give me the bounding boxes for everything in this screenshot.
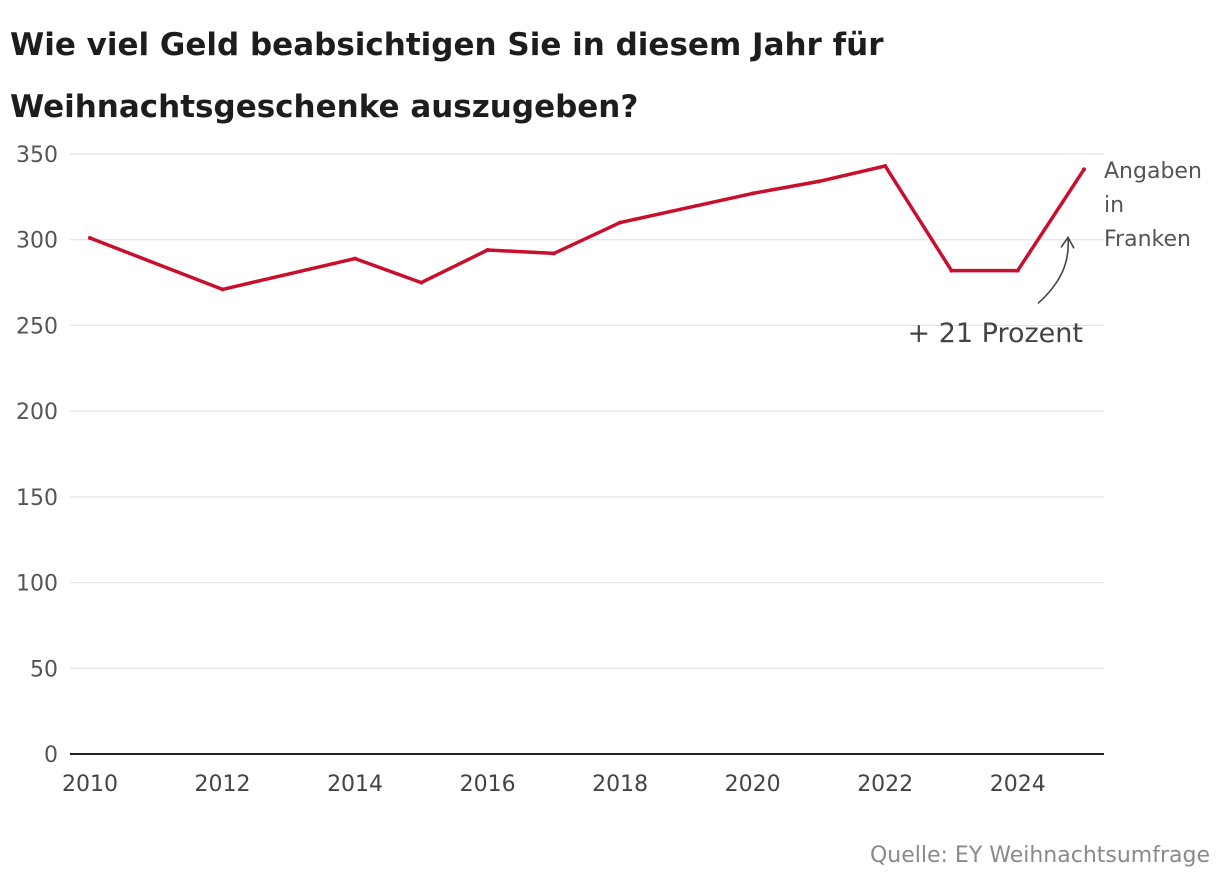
y-tick-label: 200 — [16, 400, 58, 425]
data-point — [88, 236, 92, 240]
unit-label-line: Angaben — [1104, 159, 1202, 184]
data-points — [88, 164, 1086, 292]
data-point — [220, 287, 225, 292]
chart-title: Wie viel Geld beabsichtigen Sie in diese… — [10, 27, 884, 125]
y-tick-label: 150 — [16, 486, 58, 511]
unit-label-line: Franken — [1104, 227, 1191, 252]
y-tick-label: 250 — [16, 314, 58, 339]
data-point — [949, 268, 954, 273]
data-point — [618, 220, 623, 225]
data-point — [419, 280, 424, 285]
data-point — [816, 179, 821, 184]
x-tick-label: 2016 — [460, 772, 516, 797]
y-axis-ticks: 0 50 100 150 200 250 300 350 — [16, 143, 58, 768]
data-point — [1082, 167, 1086, 172]
x-axis-ticks: 2010 2012 2014 2016 2018 2020 2022 2024 — [62, 772, 1046, 797]
annotation-label: + 21 Prozent — [908, 318, 1083, 349]
data-point — [485, 248, 490, 252]
y-tick-label: 100 — [16, 572, 58, 597]
data-point — [551, 251, 556, 256]
annotation-arrow — [1037, 235, 1075, 305]
source-note: Quelle: EY Weihnachtsumfrage — [869, 843, 1210, 868]
x-tick-label: 2010 — [62, 772, 118, 797]
data-point — [883, 164, 888, 168]
x-tick-label: 2014 — [327, 772, 383, 797]
y-tick-label: 350 — [16, 143, 58, 168]
y-tick-label: 0 — [44, 743, 58, 768]
y-tick-label: 300 — [16, 229, 58, 254]
x-tick-label: 2022 — [857, 772, 913, 797]
data-point — [750, 191, 755, 196]
unit-label-line: in — [1104, 193, 1124, 218]
x-tick-label: 2018 — [592, 772, 648, 797]
series-line — [88, 164, 1086, 292]
unit-label: Angaben in Franken — [1104, 159, 1202, 252]
data-point — [1015, 268, 1020, 273]
x-tick-label: 2020 — [725, 772, 781, 797]
x-tick-label: 2012 — [195, 772, 251, 797]
y-tick-label: 50 — [30, 657, 58, 682]
x-tick-label: 2024 — [990, 772, 1046, 797]
data-point — [353, 256, 358, 261]
gridlines — [70, 153, 1104, 669]
